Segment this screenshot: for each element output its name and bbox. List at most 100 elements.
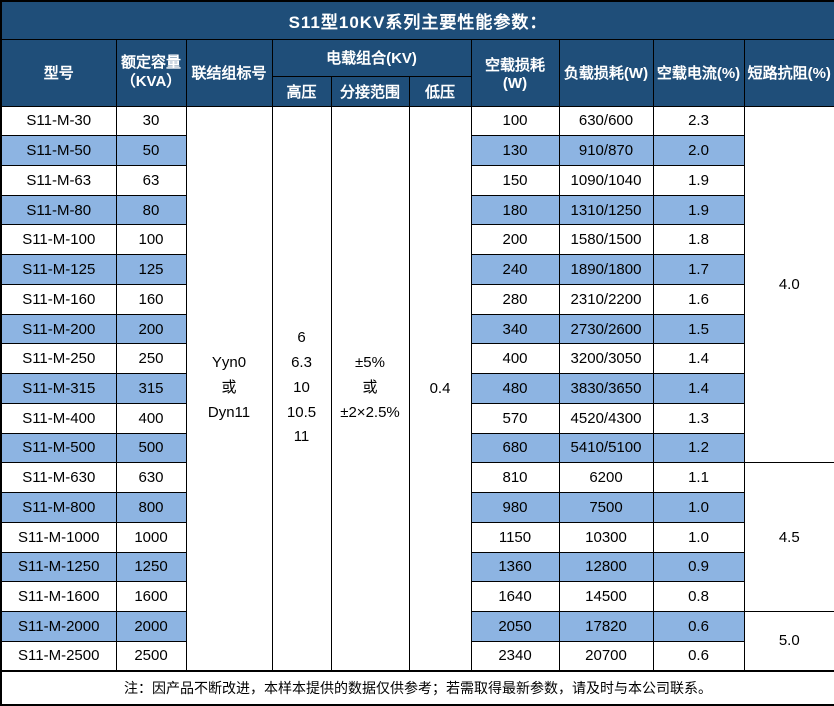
capacity-cell: 1000 [115, 521, 187, 553]
capacity-cell: 200 [115, 313, 187, 345]
model-cell: S11-M-315 [0, 373, 117, 404]
table-row: S11-M-315 315 480 3830/3650 1.4 [0, 373, 834, 404]
no-load-loss-cell: 810 [470, 462, 560, 494]
impedance-cell: 4.0 [743, 105, 834, 464]
title-row: S11型10KV系列主要性能参数： [0, 0, 834, 40]
load-loss-cell: 17820 [558, 610, 654, 642]
no-load-loss-cell: 570 [470, 402, 560, 434]
no-load-loss-cell: 1360 [470, 551, 560, 583]
column-header-impedance: 短路抗阻(%) [743, 38, 834, 107]
no-load-current-cell: 1.6 [652, 283, 745, 315]
load-loss-cell: 5410/5100 [558, 432, 654, 464]
no-load-loss-cell: 1150 [470, 521, 560, 553]
model-cell: S11-M-100 [0, 224, 117, 256]
capacity-cell: 315 [115, 373, 187, 404]
table-row: S11-M-63 63 150 1090/1040 1.9 [0, 164, 834, 196]
model-cell: S11-M-250 [0, 343, 117, 375]
table-row: S11-M-80 80 180 1310/1250 1.9 [0, 194, 834, 226]
no-load-current-cell: 1.0 [652, 521, 745, 553]
page-title: S11型10KV系列主要性能参数： [0, 0, 834, 40]
no-load-loss-cell: 240 [470, 254, 560, 285]
model-cell: S11-M-400 [0, 402, 117, 434]
table-row: S11-M-1250 1250 1360 12800 0.9 [0, 551, 834, 583]
load-loss-cell: 14500 [558, 581, 654, 612]
capacity-cell: 50 [115, 135, 187, 166]
header-row-main: 型号 额定容量 （KVA） 联结组标号 电载组合(KV) 空载损耗(W) 负载损… [0, 38, 834, 107]
no-load-loss-cell: 280 [470, 283, 560, 315]
column-header-tap-range: 分接范围 [330, 75, 410, 107]
column-header-model: 型号 [0, 38, 117, 107]
capacity-cell: 160 [115, 283, 187, 315]
no-load-current-cell: 1.7 [652, 254, 745, 285]
table-row: S11-M-200 200 340 2730/2600 1.5 [0, 313, 834, 345]
column-header-lv: 低压 [408, 75, 472, 107]
table-row: S11-M-500 500 680 5410/5100 1.2 [0, 432, 834, 464]
model-cell: S11-M-500 [0, 432, 117, 464]
capacity-cell: 2500 [115, 640, 187, 672]
lv-value-cell: 0.4 [408, 105, 472, 672]
table-body: S11-M-30 30 Yyn0 或 Dyn11 6 6.3 10 10.5 11 ±5… [0, 105, 834, 672]
table-row: S11-M-1600 1600 1640 14500 0.8 [0, 581, 834, 612]
table-row: S11-M-1000 1000 1150 10300 1.0 [0, 521, 834, 553]
footer-row: 注：因产品不断改进，本样本提供的数据仅供参考；若需取得最新参数，请及时与本公司联… [0, 670, 834, 706]
table-row: S11-M-2000 2000 2050 17820 0.6 5.0 [0, 610, 834, 672]
table-row: S11-M-800 800 980 7500 1.0 [0, 492, 834, 523]
no-load-loss-cell: 680 [470, 432, 560, 464]
load-loss-cell: 630/600 [558, 105, 654, 137]
column-header-load-loss: 负载损耗(W) [558, 38, 654, 107]
no-load-current-cell: 0.8 [652, 581, 745, 612]
capacity-cell: 1250 [115, 551, 187, 583]
capacity-cell: 250 [115, 343, 187, 375]
table-row: S11-M-250 250 400 3200/3050 1.4 [0, 343, 834, 375]
column-header-no-load-loss: 空载损耗(W) [470, 38, 560, 107]
load-loss-cell: 1580/1500 [558, 224, 654, 256]
no-load-current-cell: 1.8 [652, 224, 745, 256]
connection-group-cell: Yyn0 或 Dyn11 [185, 105, 273, 672]
no-load-current-cell: 1.9 [652, 164, 745, 196]
capacity-cell: 125 [115, 254, 187, 285]
model-cell: S11-M-2000 [0, 610, 117, 642]
no-load-current-cell: 1.2 [652, 432, 745, 464]
column-header-capacity: 额定容量 （KVA） [115, 38, 187, 107]
capacity-cell: 63 [115, 164, 187, 196]
header-row-sub: 高压 分接范围 低压 [1, 75, 834, 107]
capacity-cell: 2000 [115, 610, 187, 642]
capacity-cell: 500 [115, 432, 187, 464]
model-cell: S11-M-200 [0, 313, 117, 345]
no-load-loss-cell: 1640 [470, 581, 560, 612]
load-loss-cell: 3830/3650 [558, 373, 654, 404]
no-load-current-cell: 1.1 [652, 462, 745, 494]
model-cell: S11-M-30 [0, 105, 117, 137]
footer-note: 注：因产品不断改进，本样本提供的数据仅供参考；若需取得最新参数，请及时与本公司联… [0, 670, 834, 706]
no-load-current-cell: 1.4 [652, 373, 745, 404]
load-loss-cell: 20700 [558, 640, 654, 672]
table-row: S11-M-125 125 240 1890/1800 1.7 [0, 254, 834, 285]
load-loss-cell: 910/870 [558, 135, 654, 166]
load-loss-cell: 7500 [558, 492, 654, 523]
no-load-loss-cell: 480 [470, 373, 560, 404]
load-loss-cell: 1890/1800 [558, 254, 654, 285]
no-load-loss-cell: 980 [470, 492, 560, 523]
load-loss-cell: 1310/1250 [558, 194, 654, 226]
model-cell: S11-M-1000 [0, 521, 117, 553]
no-load-loss-cell: 200 [470, 224, 560, 256]
capacity-cell: 630 [115, 462, 187, 494]
load-loss-cell: 1090/1040 [558, 164, 654, 196]
model-cell: S11-M-1250 [0, 551, 117, 583]
table-row: S11-M-400 400 570 4520/4300 1.3 [0, 402, 834, 434]
tap-range-cell: ±5% 或 ±2×2.5% [330, 105, 410, 672]
column-header-no-load-current: 空载电流(%) [652, 38, 745, 107]
load-loss-cell: 2310/2200 [558, 283, 654, 315]
capacity-cell: 800 [115, 492, 187, 523]
load-loss-cell: 6200 [558, 462, 654, 494]
capacity-cell: 400 [115, 402, 187, 434]
model-cell: S11-M-50 [0, 135, 117, 166]
no-load-current-cell: 1.3 [652, 402, 745, 434]
model-cell: S11-M-160 [0, 283, 117, 315]
no-load-current-cell: 2.3 [652, 105, 745, 137]
no-load-loss-cell: 100 [470, 105, 560, 137]
column-header-connection: 联结组标号 [185, 38, 273, 107]
capacity-cell: 1600 [115, 581, 187, 612]
load-loss-cell: 2730/2600 [558, 313, 654, 345]
